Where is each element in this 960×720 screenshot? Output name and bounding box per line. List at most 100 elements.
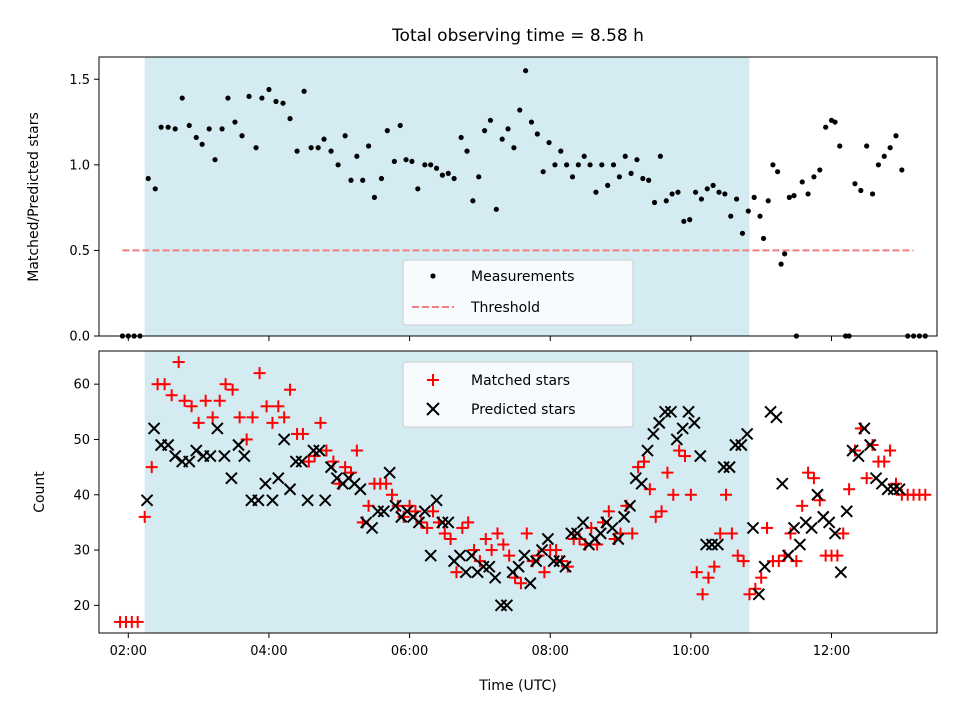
- predicted-star-point: [307, 444, 320, 457]
- predicted-star-stroke: [342, 471, 355, 485]
- measurement-point: [581, 153, 587, 159]
- measurement-point: [158, 124, 164, 130]
- measurement-point: [569, 174, 576, 180]
- predicted-star-point: [365, 521, 379, 535]
- measurement-point: [308, 145, 314, 151]
- predicted-star-point: [805, 521, 818, 535]
- measurement-point: [422, 162, 428, 168]
- predicted-star-stroke: [238, 449, 251, 463]
- matched-star-point: [456, 521, 469, 534]
- predicted-star-point: [259, 477, 272, 490]
- predicted-star-stroke: [723, 460, 736, 474]
- predicted-star-point: [863, 438, 877, 452]
- predicted-star-point: [295, 455, 308, 468]
- bottom-y-tick-label: 40: [73, 488, 90, 503]
- matched-star-point: [497, 538, 510, 551]
- predicted-star-stroke: [529, 554, 543, 568]
- predicted-star-stroke: [389, 499, 402, 513]
- measurement-point: [651, 199, 658, 206]
- measurement-point: [681, 218, 687, 224]
- predicted-star-stroke: [705, 538, 719, 551]
- measurement-point: [415, 186, 421, 192]
- matched-star-point: [919, 488, 932, 501]
- predicted-star-point: [488, 571, 502, 584]
- matched-star-point: [503, 549, 516, 562]
- bottom-y-ticks: 20 30 40 50 60: [73, 378, 99, 614]
- measurement-point: [433, 165, 440, 171]
- predicted-star-point: [647, 427, 660, 441]
- bottom-y-axis-label: Count: [32, 471, 48, 513]
- predicted-star-stroke: [600, 516, 613, 529]
- measurement-point: [179, 95, 185, 101]
- predicted-star-point: [670, 433, 684, 446]
- measurement-point: [523, 68, 529, 74]
- measurement-point: [232, 119, 238, 125]
- predicted-star-stroke: [488, 571, 502, 584]
- predicted-star-point: [576, 516, 590, 529]
- predicted-star-stroke: [688, 416, 701, 430]
- predicted-star-point: [705, 538, 719, 551]
- matched-star-point: [673, 444, 686, 457]
- predicted-star-stroke: [594, 527, 607, 540]
- predicted-star-stroke: [846, 444, 859, 457]
- predicted-star-stroke: [875, 477, 889, 490]
- x-tick-label: 06:00: [391, 644, 428, 659]
- predicted-star-stroke: [232, 438, 245, 452]
- predicted-star-point: [752, 588, 766, 601]
- predicted-star-stroke: [711, 538, 725, 551]
- matched-star-point: [702, 571, 715, 584]
- measurement-point: [378, 175, 385, 182]
- predicted-star-stroke: [740, 427, 754, 441]
- predicted-star-point: [289, 455, 303, 468]
- matched-star-point: [320, 444, 333, 457]
- predicted-star-stroke: [570, 527, 584, 540]
- matched-star-point: [602, 505, 615, 518]
- predicted-star-point: [758, 560, 771, 573]
- predicted-star-stroke: [442, 516, 455, 529]
- measurement-point: [869, 191, 876, 197]
- matched-star-point: [450, 566, 463, 579]
- predicted-star-point: [541, 532, 555, 546]
- legend-matched-label: Matched stars: [471, 373, 570, 389]
- measurement-point: [733, 196, 740, 202]
- predicted-star-point: [218, 449, 231, 463]
- matched-star-point: [314, 416, 327, 429]
- predicted-star-point: [272, 471, 285, 485]
- predicted-star-point: [717, 460, 730, 474]
- measurement-point: [669, 191, 675, 197]
- matched-star-point: [491, 527, 504, 540]
- matched-star-point: [172, 356, 185, 369]
- predicted-star-point: [688, 416, 701, 430]
- matched-star-point: [555, 555, 568, 568]
- measurement-point: [335, 162, 341, 168]
- matched-star-point: [272, 400, 285, 413]
- predicted-star-stroke: [324, 460, 338, 474]
- predicted-star-stroke: [658, 405, 672, 419]
- matched-star-point: [131, 615, 144, 628]
- matched-star-point: [206, 411, 219, 424]
- matched-star-point: [720, 488, 733, 501]
- predicted-star-point: [658, 405, 672, 419]
- predicted-star-point: [565, 527, 578, 540]
- predicted-star-point: [641, 444, 654, 457]
- measurement-point: [239, 133, 245, 139]
- matched-star-point: [731, 549, 744, 562]
- predicted-star-stroke: [787, 521, 801, 535]
- predicted-star-stroke: [717, 460, 730, 474]
- measurement-point: [476, 174, 482, 180]
- measurement-point: [858, 187, 864, 194]
- bottom-axes-frame: [98, 350, 938, 634]
- predicted-star-point: [840, 505, 853, 518]
- measurement-point: [770, 162, 776, 168]
- measurement-point: [540, 169, 546, 175]
- predicted-star-point: [324, 460, 338, 474]
- predicted-star-stroke: [190, 444, 203, 457]
- matched-star-point: [485, 544, 498, 557]
- predicted-star-stroke: [365, 521, 379, 535]
- matched-star-point: [380, 477, 393, 490]
- measurement-point: [365, 143, 372, 149]
- matched-star-point: [185, 400, 198, 413]
- top-axes-frame: [98, 56, 938, 337]
- predicted-star-stroke: [295, 455, 308, 468]
- matched-star-point: [138, 510, 151, 523]
